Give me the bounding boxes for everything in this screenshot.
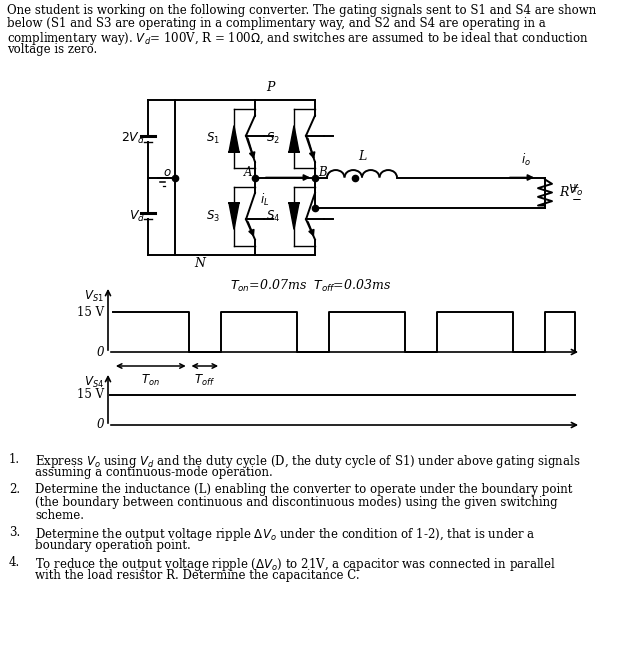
Text: L: L <box>358 151 366 163</box>
Text: $T_{on}$=0.07ms  $T_{off}$=0.03ms: $T_{on}$=0.07ms $T_{off}$=0.03ms <box>230 278 391 294</box>
Text: N: N <box>195 257 205 270</box>
Polygon shape <box>229 203 239 229</box>
Text: 1.: 1. <box>9 453 20 466</box>
Text: $V_o$: $V_o$ <box>568 183 584 198</box>
Text: $V_{S4}$: $V_{S4}$ <box>84 375 104 390</box>
Text: R: R <box>559 186 568 199</box>
Text: $S_1$: $S_1$ <box>206 131 220 146</box>
Text: $V_d$: $V_d$ <box>129 209 145 224</box>
Text: 0: 0 <box>96 418 104 432</box>
Text: 3.: 3. <box>9 526 20 539</box>
Text: complimentary way). $V_d$= 100V, R = 100$\Omega$, and switches are assumed to be: complimentary way). $V_d$= 100V, R = 100… <box>7 30 589 47</box>
Text: $i_L$: $i_L$ <box>260 192 269 208</box>
Text: $V_{S1}$: $V_{S1}$ <box>84 289 104 304</box>
Text: $2V_d$: $2V_d$ <box>121 131 145 146</box>
Text: assuming a continuous-mode operation.: assuming a continuous-mode operation. <box>35 466 273 479</box>
Text: One student is working on the following converter. The gating signals sent to S1: One student is working on the following … <box>7 4 597 17</box>
Text: with the load resistor R. Determine the capacitance C.: with the load resistor R. Determine the … <box>35 569 360 582</box>
Text: below (S1 and S3 are operating in a complimentary way, and S2 and S4 are operati: below (S1 and S3 are operating in a comp… <box>7 17 545 30</box>
Text: $i_o$: $i_o$ <box>521 153 531 169</box>
Text: $o$: $o$ <box>163 165 172 178</box>
Text: $S_3$: $S_3$ <box>206 209 220 224</box>
Text: 15 V: 15 V <box>77 305 104 319</box>
Text: P: P <box>266 81 274 94</box>
Text: $T_{off}$: $T_{off}$ <box>195 373 215 388</box>
Text: $S_2$: $S_2$ <box>266 131 280 146</box>
Polygon shape <box>289 203 299 229</box>
Text: Determine the inductance (L) enabling the converter to operate under the boundar: Determine the inductance (L) enabling th… <box>35 483 572 496</box>
Polygon shape <box>289 126 299 152</box>
Text: Express $V_o$ using $V_d$ and the duty cycle (D, the duty cycle of S1) under abo: Express $V_o$ using $V_d$ and the duty c… <box>35 453 581 470</box>
Text: 2.: 2. <box>9 483 20 496</box>
Text: 15 V: 15 V <box>77 389 104 401</box>
Text: 4.: 4. <box>9 556 20 569</box>
Text: +: + <box>570 182 580 194</box>
Text: (the boundary between continuous and discontinuous modes) using the given switch: (the boundary between continuous and dis… <box>35 496 558 509</box>
Text: 0: 0 <box>96 346 104 358</box>
Text: A: A <box>244 167 252 180</box>
Text: $-$: $-$ <box>571 190 582 204</box>
Polygon shape <box>229 126 239 152</box>
Text: $T_{on}$: $T_{on}$ <box>142 373 160 388</box>
Text: B: B <box>318 167 327 180</box>
Text: $S_4$: $S_4$ <box>266 209 280 224</box>
Text: boundary operation point.: boundary operation point. <box>35 539 191 552</box>
Text: To reduce the output voltage ripple ($\Delta V_o$) to 21V, a capacitor was conne: To reduce the output voltage ripple ($\D… <box>35 556 556 573</box>
Text: voltage is zero.: voltage is zero. <box>7 43 97 56</box>
Text: Determine the output voltage ripple $\Delta V_o$ under the condition of 1-2), th: Determine the output voltage ripple $\De… <box>35 526 535 543</box>
Text: scheme.: scheme. <box>35 509 84 522</box>
